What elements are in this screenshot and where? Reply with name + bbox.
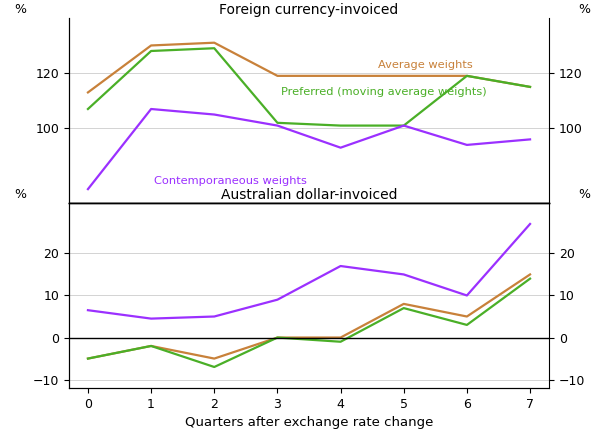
Text: %: % <box>578 188 590 201</box>
Text: Contemporaneous weights: Contemporaneous weights <box>154 176 307 186</box>
X-axis label: Quarters after exchange rate change: Quarters after exchange rate change <box>185 416 433 429</box>
Text: %: % <box>14 188 26 201</box>
Title: Australian dollar-invoiced: Australian dollar-invoiced <box>221 188 397 202</box>
Text: %: % <box>578 3 590 16</box>
Title: Foreign currency-invoiced: Foreign currency-invoiced <box>220 3 398 17</box>
Text: Preferred (moving average weights): Preferred (moving average weights) <box>281 87 486 97</box>
Text: Average weights: Average weights <box>379 60 473 70</box>
Text: %: % <box>14 3 26 16</box>
